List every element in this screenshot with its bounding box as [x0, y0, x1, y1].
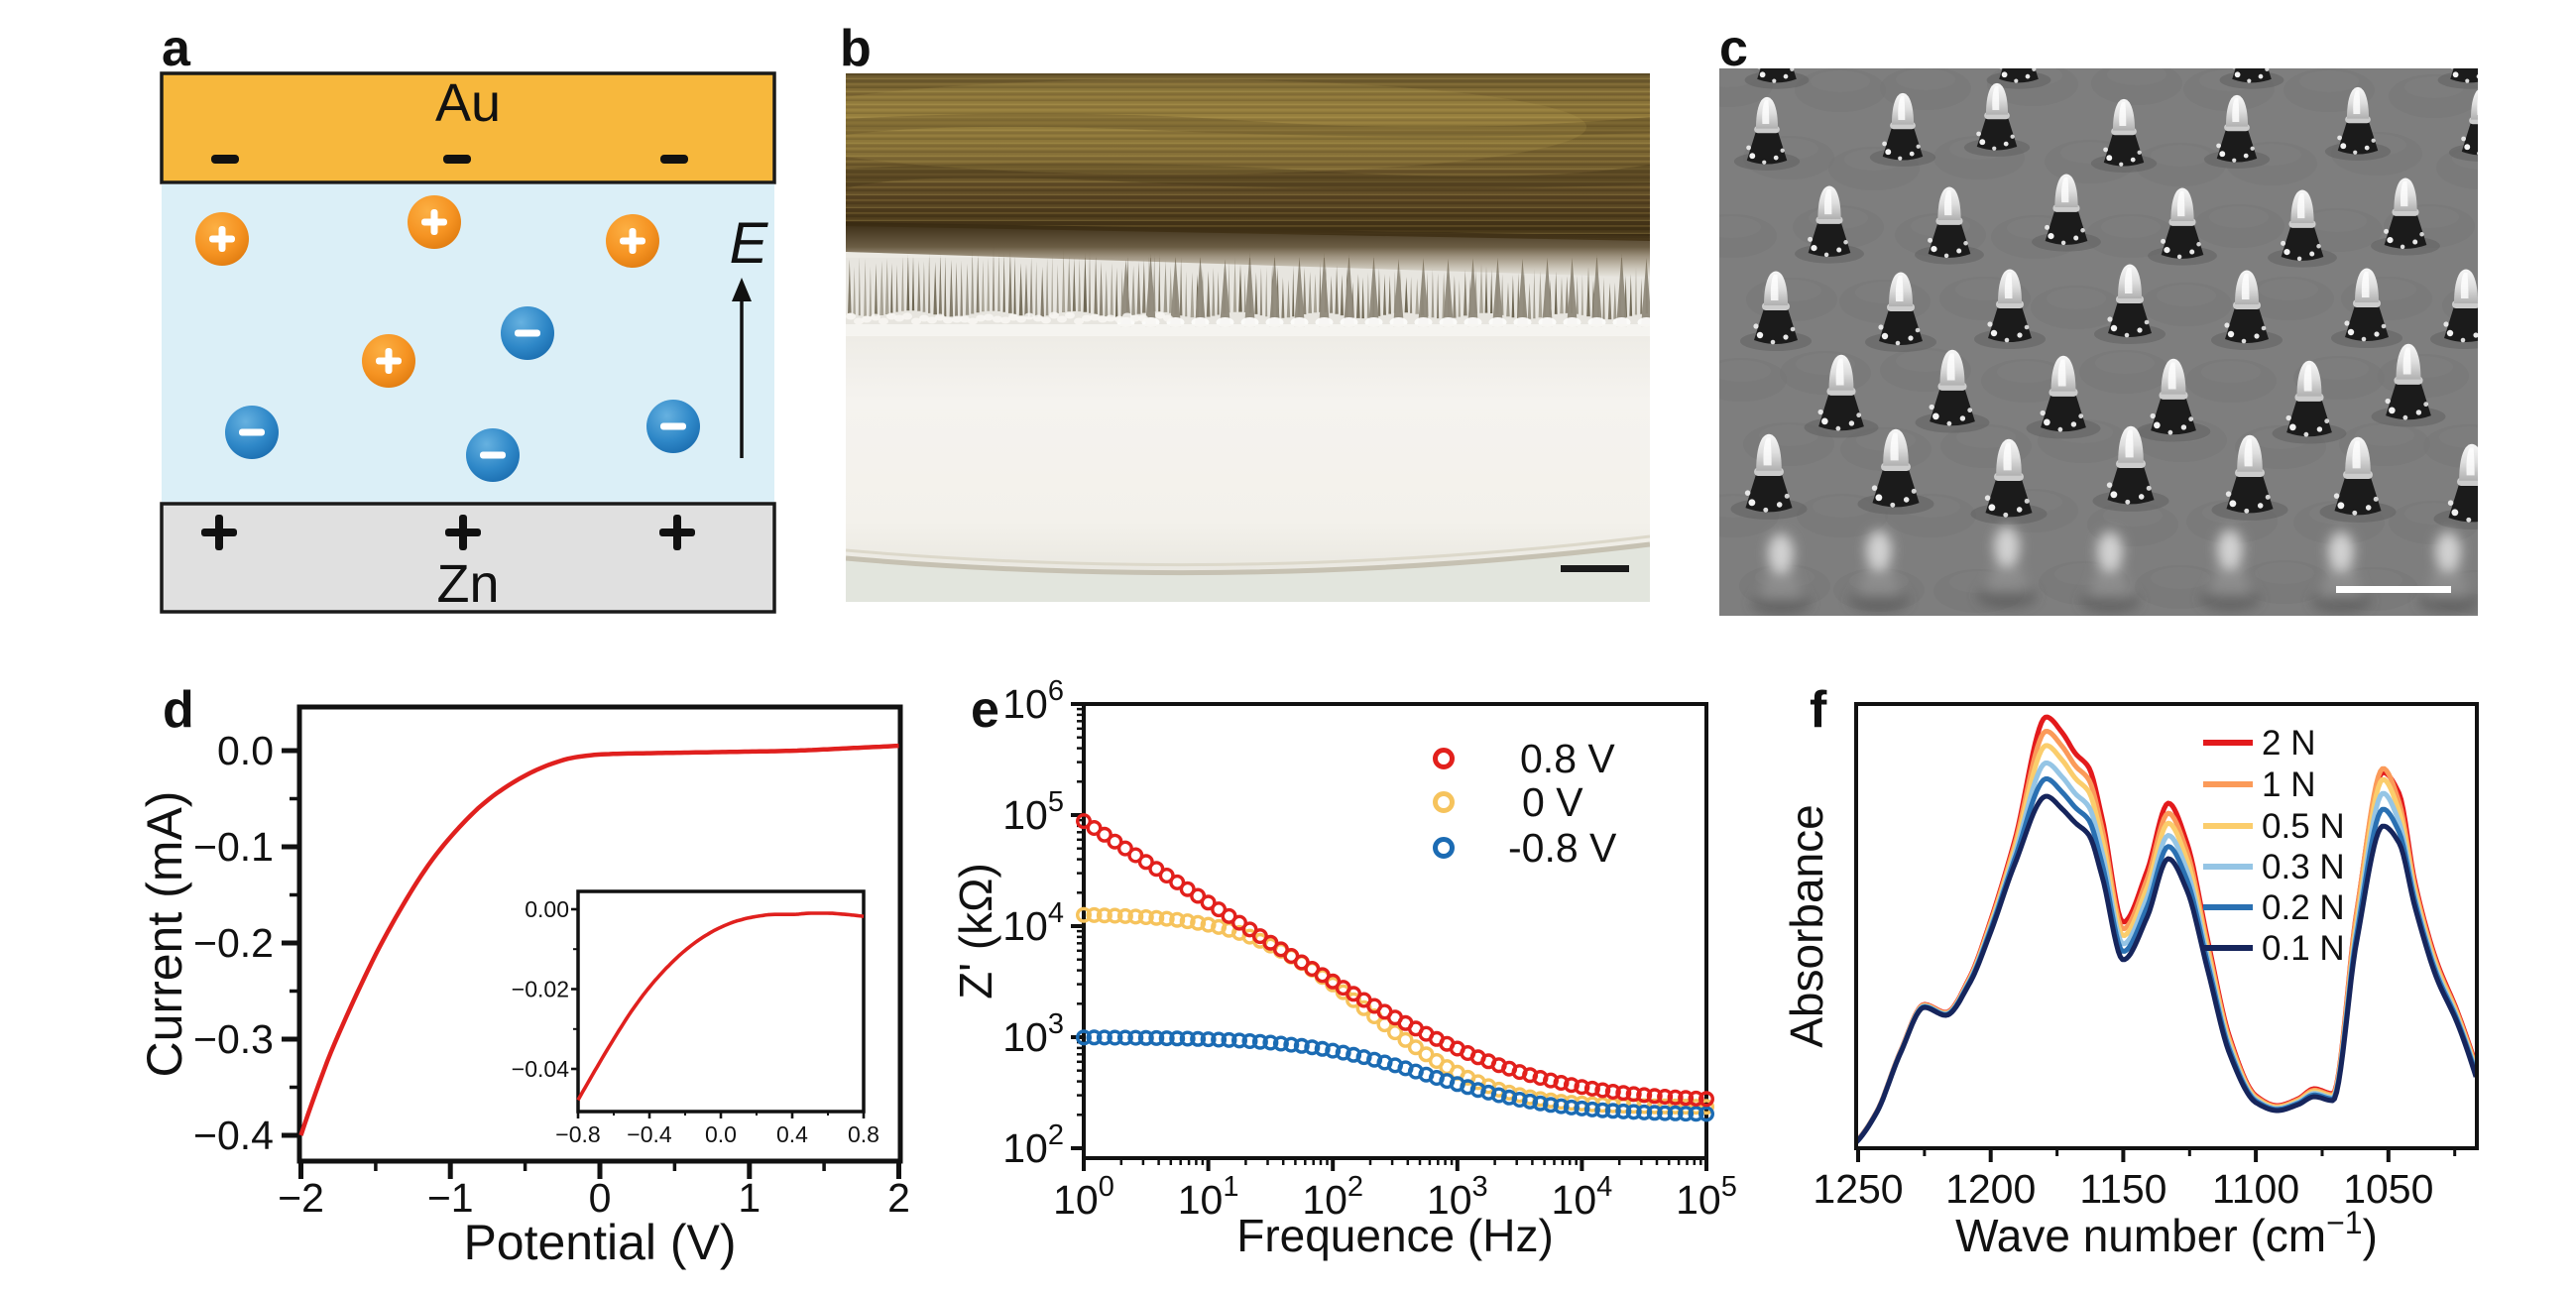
svg-text:−0.04: −0.04	[512, 1056, 569, 1082]
svg-text:−1: −1	[427, 1175, 474, 1221]
svg-text:0.2 N: 0.2 N	[2262, 888, 2345, 927]
svg-text:-0.8 V: -0.8 V	[1508, 825, 1617, 871]
svg-text:0.00: 0.00	[525, 896, 569, 922]
svg-text:0.5 N: 0.5 N	[2262, 807, 2345, 846]
svg-text:0.1 N: 0.1 N	[2262, 929, 2345, 968]
svg-text:f: f	[1810, 681, 1827, 739]
svg-text:−0.8: −0.8	[555, 1121, 600, 1147]
svg-text:1050: 1050	[2343, 1166, 2433, 1212]
svg-text:Current (mA): Current (mA)	[137, 791, 192, 1078]
svg-text:0.0: 0.0	[705, 1121, 737, 1147]
svg-text:0 V: 0 V	[1522, 779, 1583, 825]
svg-text:Wave number (cm−1): Wave number (cm−1)	[1955, 1205, 2378, 1261]
svg-text:−0.2: −0.2	[193, 920, 274, 966]
svg-text:−0.4: −0.4	[193, 1113, 274, 1158]
svg-text:a: a	[162, 20, 191, 77]
svg-text:0.3 N: 0.3 N	[2262, 848, 2345, 886]
svg-text:Z' (kΩ): Z' (kΩ)	[950, 863, 1001, 999]
svg-text:1 N: 1 N	[2262, 765, 2315, 804]
svg-text:e: e	[971, 681, 999, 739]
svg-text:1200: 1200	[1945, 1166, 2036, 1212]
svg-text:d: d	[163, 681, 194, 739]
svg-text:0.0: 0.0	[217, 728, 274, 773]
svg-text:Au: Au	[435, 73, 501, 133]
svg-text:Zn: Zn	[436, 554, 499, 614]
svg-text:−0.4: −0.4	[627, 1121, 672, 1147]
svg-text:2 N: 2 N	[2262, 724, 2315, 763]
svg-text:0.4: 0.4	[776, 1121, 808, 1147]
svg-text:1100: 1100	[2212, 1166, 2299, 1212]
svg-text:E: E	[730, 211, 769, 276]
svg-text:−2: −2	[278, 1175, 324, 1221]
svg-text:1150: 1150	[2079, 1166, 2166, 1212]
svg-text:0: 0	[589, 1175, 612, 1221]
svg-text:102: 102	[1002, 1119, 1064, 1171]
svg-text:1: 1	[738, 1175, 761, 1221]
svg-text:−0.1: −0.1	[193, 824, 274, 870]
svg-text:Potential (V): Potential (V)	[463, 1215, 736, 1270]
svg-text:Absorbance: Absorbance	[1781, 804, 1832, 1048]
svg-text:−0.02: −0.02	[512, 977, 569, 1002]
svg-text:1250: 1250	[1813, 1166, 1903, 1212]
svg-text:0.8: 0.8	[848, 1121, 879, 1147]
svg-text:c: c	[1719, 20, 1748, 77]
svg-text:0.8 V: 0.8 V	[1520, 736, 1615, 781]
svg-text:Frequence (Hz): Frequence (Hz)	[1236, 1210, 1554, 1261]
svg-text:−0.3: −0.3	[193, 1016, 274, 1062]
svg-text:2: 2	[887, 1175, 910, 1221]
svg-text:b: b	[840, 20, 872, 77]
